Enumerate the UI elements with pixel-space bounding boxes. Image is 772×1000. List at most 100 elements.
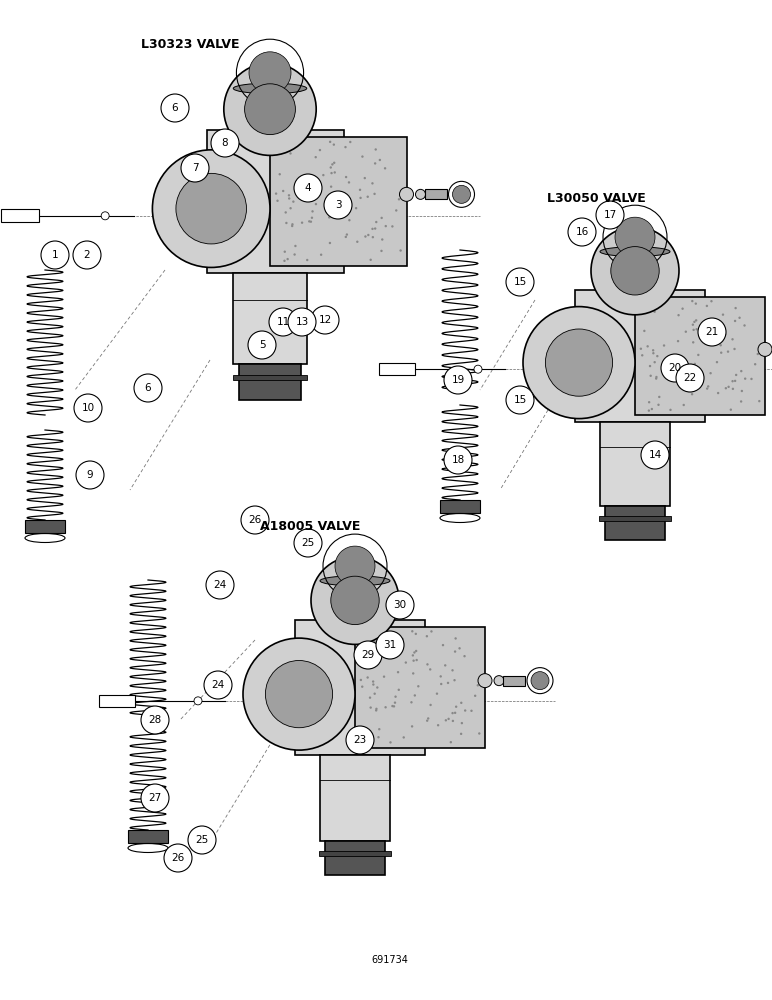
Circle shape <box>330 576 379 625</box>
Circle shape <box>398 689 400 691</box>
Circle shape <box>648 409 650 412</box>
Circle shape <box>682 307 684 310</box>
Text: 31: 31 <box>384 640 397 650</box>
Circle shape <box>375 708 378 710</box>
Circle shape <box>677 314 680 316</box>
Circle shape <box>706 387 709 390</box>
Circle shape <box>364 235 367 238</box>
Bar <box>232 375 307 380</box>
Text: 17: 17 <box>604 210 617 220</box>
Circle shape <box>429 704 432 706</box>
Circle shape <box>73 241 101 269</box>
Circle shape <box>285 222 288 224</box>
Circle shape <box>405 661 407 664</box>
Circle shape <box>356 241 358 243</box>
Circle shape <box>381 238 384 241</box>
Circle shape <box>494 676 504 686</box>
Circle shape <box>181 154 209 182</box>
Circle shape <box>459 647 461 650</box>
Circle shape <box>685 331 687 333</box>
Circle shape <box>372 680 374 683</box>
Text: L30050 VALVE: L30050 VALVE <box>547 192 645 205</box>
Circle shape <box>640 348 642 350</box>
Text: 4: 4 <box>305 183 311 193</box>
Circle shape <box>398 198 400 200</box>
Circle shape <box>738 317 741 319</box>
Bar <box>635 297 765 415</box>
Circle shape <box>643 330 645 332</box>
Circle shape <box>283 251 286 253</box>
Circle shape <box>311 217 313 219</box>
Circle shape <box>249 52 291 94</box>
Circle shape <box>734 380 736 382</box>
Circle shape <box>399 249 401 252</box>
Text: 10: 10 <box>81 403 94 413</box>
Circle shape <box>322 174 324 176</box>
Circle shape <box>359 197 362 199</box>
Circle shape <box>386 591 414 619</box>
Circle shape <box>371 228 374 230</box>
Circle shape <box>463 655 466 657</box>
Circle shape <box>101 212 109 220</box>
Text: 24: 24 <box>213 580 227 590</box>
Circle shape <box>176 173 246 244</box>
Circle shape <box>545 329 613 396</box>
Bar <box>355 627 485 748</box>
Circle shape <box>367 196 369 198</box>
Circle shape <box>291 225 293 227</box>
Circle shape <box>591 227 679 315</box>
Circle shape <box>274 149 276 152</box>
Circle shape <box>290 152 292 155</box>
Circle shape <box>733 348 736 350</box>
Circle shape <box>384 706 387 708</box>
Circle shape <box>717 392 720 394</box>
Circle shape <box>693 321 696 323</box>
Circle shape <box>394 701 396 704</box>
Circle shape <box>426 719 428 722</box>
Circle shape <box>293 253 296 256</box>
Circle shape <box>669 409 672 411</box>
Circle shape <box>523 307 635 419</box>
Circle shape <box>453 679 455 681</box>
Text: 28: 28 <box>148 715 161 725</box>
Circle shape <box>722 313 724 316</box>
Circle shape <box>276 200 279 202</box>
Circle shape <box>329 242 331 244</box>
Text: 13: 13 <box>296 317 309 327</box>
Circle shape <box>389 741 391 744</box>
Circle shape <box>415 659 418 661</box>
Circle shape <box>692 323 694 326</box>
Circle shape <box>294 245 296 247</box>
Circle shape <box>707 385 709 388</box>
Text: 20: 20 <box>669 363 682 373</box>
Circle shape <box>370 706 372 709</box>
Circle shape <box>411 630 414 632</box>
Circle shape <box>716 361 718 363</box>
Circle shape <box>437 724 439 726</box>
Circle shape <box>429 668 432 671</box>
Circle shape <box>311 306 339 334</box>
Circle shape <box>655 376 658 378</box>
Circle shape <box>444 366 472 394</box>
Circle shape <box>754 363 757 365</box>
Circle shape <box>676 364 704 392</box>
Bar <box>320 755 390 840</box>
Bar <box>128 830 168 843</box>
Circle shape <box>460 702 462 704</box>
Circle shape <box>378 736 380 738</box>
Circle shape <box>455 706 457 708</box>
Circle shape <box>76 461 104 489</box>
Circle shape <box>354 641 382 669</box>
Circle shape <box>757 353 759 355</box>
Circle shape <box>397 671 399 673</box>
Circle shape <box>74 394 102 422</box>
Circle shape <box>224 63 317 155</box>
Text: 16: 16 <box>575 227 588 237</box>
Circle shape <box>649 375 652 377</box>
Circle shape <box>447 682 449 684</box>
Text: 25: 25 <box>301 538 315 548</box>
Circle shape <box>648 365 652 367</box>
Circle shape <box>675 364 677 366</box>
Circle shape <box>652 352 655 354</box>
Text: 15: 15 <box>513 395 527 405</box>
